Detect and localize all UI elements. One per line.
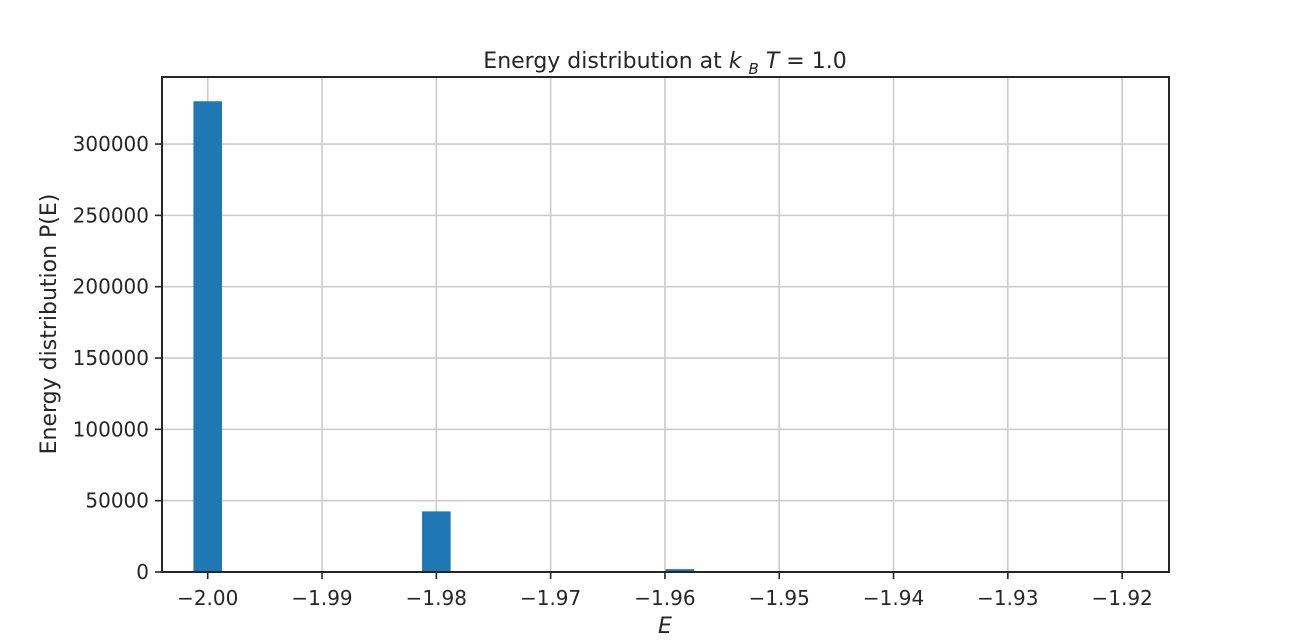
x-tick-label: −1.96 (634, 586, 695, 610)
y-tick-label: 300000 (73, 132, 149, 156)
grid-lines (162, 77, 1169, 573)
bars (193, 101, 695, 572)
x-axis-label: E (658, 614, 672, 639)
x-tick-label: −1.92 (1091, 586, 1152, 610)
y-tick-label: 200000 (73, 275, 149, 299)
histogram-bar (665, 569, 695, 572)
title-subscript: B (749, 60, 759, 78)
x-tick-label: −1.97 (520, 586, 581, 610)
title-prefix: Energy distribution at (483, 49, 728, 74)
x-tick-label: −2.00 (177, 586, 238, 610)
histogram-bar (422, 511, 451, 572)
y-tick-label: 250000 (73, 203, 149, 227)
title-suffix: = 1.0 (786, 49, 846, 74)
x-tick-label: −1.93 (977, 586, 1038, 610)
y-tick-label: 150000 (73, 346, 149, 370)
chart-title: Energy distribution at k B T = 1.0 (483, 49, 846, 80)
y-axis-ticks: 0 50000 100000 150000 200000 250000 300000 (73, 132, 162, 584)
x-tick-label: −1.98 (406, 586, 467, 610)
y-tick-label: 100000 (73, 417, 149, 441)
title-k: k (729, 49, 743, 74)
histogram-bar (193, 101, 223, 572)
x-tick-label: −1.95 (749, 586, 810, 610)
x-tick-label: −1.94 (863, 586, 924, 610)
y-tick-label: 50000 (85, 489, 149, 513)
title-t: T (766, 49, 781, 74)
y-tick-label: 0 (136, 560, 149, 584)
y-axis-label: Energy distribution P(E) (37, 194, 62, 455)
x-tick-label: −1.99 (291, 586, 352, 610)
x-axis-ticks: −2.00 −1.99 −1.98 −1.97 −1.96 −1.95 −1.94 −1.93… (177, 572, 1153, 610)
